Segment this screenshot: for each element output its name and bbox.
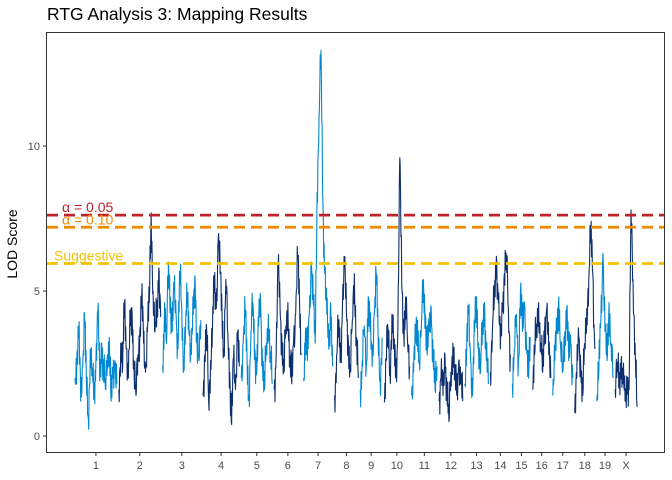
lod-line-chr-18 [574,220,596,414]
threshold-label: Suggestive [54,248,123,264]
threshold-label: α = 0.05 [62,199,114,215]
threshold-label: α = 0.10 [62,211,114,227]
lod-line-chr-X [614,209,638,409]
x-tick-label-chr-3: 3 [179,460,185,472]
x-axis: 1 2 3 4 5 6 7 8 9 10 11 12 13 14 15 16 17 18 19 X [93,452,630,472]
lod-line-chr-2 [118,212,162,403]
lod-line-chr-6 [273,246,303,403]
x-tick-label-chr-13: 13 [470,460,482,472]
lod-series [74,49,638,430]
x-tick-label-chr-11: 11 [419,460,430,472]
lod-line-chr-15 [511,282,531,398]
x-tick-label-chr-5: 5 [254,460,260,472]
x-tick-label-chr-X: X [622,460,630,472]
x-tick-label-chr-16: 16 [536,460,548,472]
y-tick-label: 0 [34,431,40,443]
lod-line-chr-16 [532,302,552,390]
lod-line-chr-12 [438,342,464,423]
lod-line-chr-11 [411,278,438,400]
lod-line-chr-4 [202,232,240,425]
x-tick-label-chr-8: 8 [343,460,349,472]
x-tick-label-chr-7: 7 [315,460,321,472]
x-tick-label-chr-9: 9 [368,460,374,472]
x-tick-label-chr-12: 12 [445,460,457,472]
lod-line-chr-10 [383,157,411,403]
y-axis: 0 5 10 [28,141,47,443]
lod-line-chr-19 [596,252,614,402]
lod-line-chr-7 [302,49,334,382]
x-tick-label-chr-17: 17 [557,460,569,472]
lod-line-chr-5 [240,292,273,408]
chart-title: RTG Analysis 3: Mapping Results [47,4,308,24]
x-tick-label-chr-19: 19 [599,460,611,472]
lod-line-chr-8 [334,255,359,413]
x-tick-label-chr-15: 15 [515,460,527,472]
lod-line-chr-9 [359,265,383,408]
x-tick-label-chr-2: 2 [137,460,143,472]
y-tick-label: 5 [34,286,40,298]
x-tick-label-chr-18: 18 [579,460,591,472]
y-axis-label: LOD Score [4,209,20,278]
x-tick-label-chr-6: 6 [285,460,291,472]
threshold-lines: α = 0.05α = 0.10 Suggestive [47,199,664,265]
lod-line-chr-14 [489,249,511,386]
x-tick-label-chr-4: 4 [218,460,224,472]
x-tick-label-chr-10: 10 [391,460,403,472]
lod-line-chr-3 [162,261,202,374]
lod-line-chr-13 [464,295,489,399]
x-tick-label-chr-14: 14 [494,460,506,472]
y-tick-label: 10 [28,141,40,153]
x-tick-label-chr-1: 1 [93,460,99,472]
plot-panel [46,32,665,453]
lod-line-chr-17 [552,296,574,396]
lod-line-chr-1 [74,302,118,430]
